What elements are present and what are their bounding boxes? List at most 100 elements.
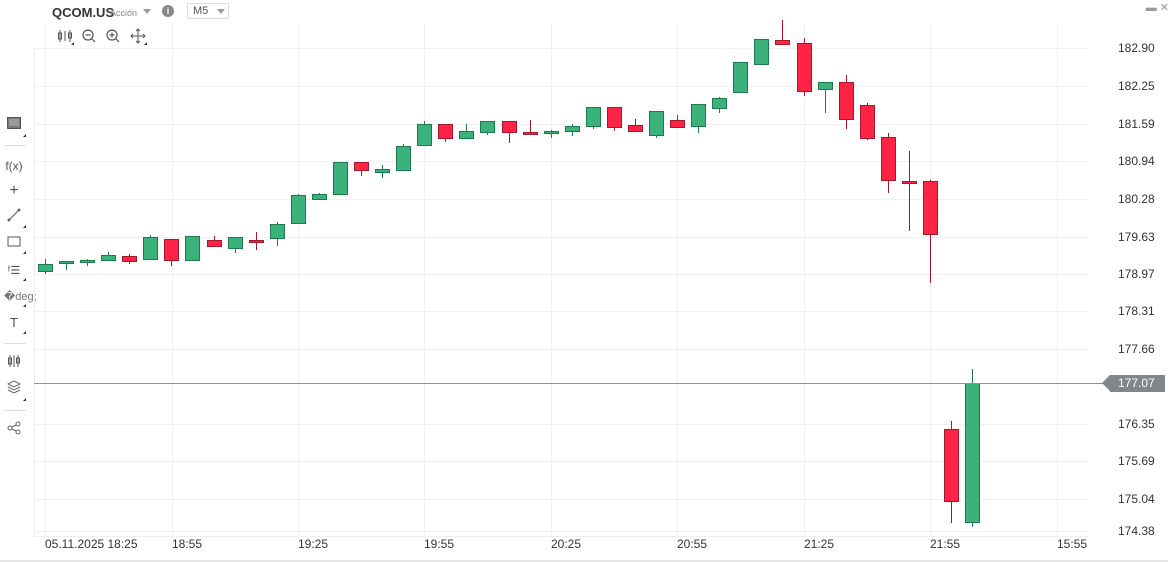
candle-down[interactable] — [122, 255, 137, 263]
grid-line-v — [551, 24, 552, 536]
candle-up[interactable] — [733, 62, 748, 93]
zoom-in-icon[interactable] — [104, 28, 122, 46]
grid-line-v — [677, 24, 678, 536]
candle-up[interactable] — [586, 106, 601, 128]
candle-up[interactable] — [270, 223, 285, 239]
chart-view-icon[interactable] — [4, 115, 24, 135]
share-icon[interactable] — [4, 421, 24, 441]
candle-up[interactable] — [565, 126, 580, 132]
timeframe-value: M5 — [193, 5, 209, 17]
y-tick-label: 176.35 — [1118, 417, 1155, 431]
candle-wick — [530, 120, 531, 135]
candle-up[interactable] — [965, 382, 980, 524]
candle-down[interactable] — [164, 238, 179, 261]
indicators-icon[interactable] — [4, 354, 24, 374]
x-axis-line — [34, 536, 1088, 537]
x-tick-label: 20:25 — [551, 537, 582, 551]
candle-up[interactable] — [101, 254, 116, 261]
candle-down[interactable] — [860, 105, 875, 140]
candle-up[interactable] — [333, 162, 348, 195]
x-tick-label: 19:55 — [424, 537, 455, 551]
timeframe-select[interactable]: M5 — [187, 3, 229, 19]
candle-up[interactable] — [712, 97, 727, 110]
candle-down[interactable] — [354, 162, 369, 172]
info-icon[interactable]: i — [162, 5, 174, 17]
grid-line-h — [34, 461, 1088, 462]
grid-line-h — [34, 124, 1088, 125]
candle-up[interactable] — [691, 104, 706, 128]
candle-down[interactable] — [628, 124, 643, 132]
current-price-line — [34, 383, 1110, 384]
candle-up[interactable] — [143, 237, 158, 261]
candle-up[interactable] — [818, 82, 833, 91]
candle-down[interactable] — [797, 42, 812, 93]
function-fx-icon[interactable]: f(x) — [5, 159, 23, 173]
y-tick-label: 175.69 — [1118, 454, 1155, 468]
candle-down[interactable] — [670, 119, 685, 128]
grid-line-v — [424, 24, 425, 536]
x-tick-label: 05.11.2025 18:25 — [45, 537, 138, 551]
candle-down[interactable] — [944, 429, 959, 503]
candle-up[interactable] — [185, 236, 200, 261]
y-tick-label: 180.28 — [1118, 192, 1155, 206]
grid-line-v — [298, 24, 299, 536]
zoom-out-icon[interactable] — [80, 28, 98, 46]
grid-line-h — [34, 237, 1088, 238]
candle-up[interactable] — [375, 169, 390, 173]
candle-down[interactable] — [902, 180, 917, 184]
grid-line-h — [34, 499, 1088, 500]
candle-up[interactable] — [544, 131, 559, 135]
candle-up[interactable] — [480, 121, 495, 133]
candle-up[interactable] — [754, 39, 769, 65]
window-controls: ▬ ✕ — [1146, 1, 1169, 14]
layers-icon[interactable] — [4, 380, 24, 400]
y-tick-label: 180.94 — [1118, 154, 1155, 168]
x-tick-label: 20:55 — [677, 537, 708, 551]
candle-down[interactable] — [207, 240, 222, 247]
y-tick-label: 179.63 — [1118, 230, 1155, 244]
candle-down[interactable] — [881, 136, 896, 182]
candle-down[interactable] — [438, 123, 453, 139]
candle-down[interactable] — [249, 240, 264, 244]
symbol-label[interactable]: QCOM.US — [52, 5, 115, 20]
candle-up[interactable] — [459, 131, 474, 139]
candle-up[interactable] — [59, 260, 74, 265]
minimize-icon[interactable]: ▬ — [1145, 2, 1157, 14]
grid-line-v — [172, 24, 173, 536]
x-tick-label: 21:55 — [930, 537, 961, 551]
candle-down[interactable] — [607, 106, 622, 128]
x-tick-label: 21:25 — [804, 537, 835, 551]
chart-type-icon[interactable] — [56, 28, 74, 46]
y-tick-label: 182.25 — [1118, 79, 1155, 93]
candle-up[interactable] — [228, 237, 243, 249]
candle-up[interactable] — [312, 193, 327, 200]
candle-up[interactable] — [80, 259, 95, 263]
candle-down[interactable] — [839, 82, 854, 121]
y-tick-label: 175.04 — [1118, 492, 1155, 506]
candle-down[interactable] — [923, 180, 938, 236]
grid-line-h — [34, 48, 1088, 49]
y-tick-label: 174.38 — [1118, 524, 1155, 538]
candle-down[interactable] — [775, 39, 790, 45]
candle-down[interactable] — [502, 121, 517, 133]
candle-up[interactable] — [38, 263, 53, 272]
close-icon[interactable]: ✕ — [1159, 2, 1169, 14]
crosshair-icon[interactable]: + — [9, 182, 19, 199]
candle-up[interactable] — [649, 110, 664, 137]
fibonacci-icon[interactable]: ᶠ☰ — [7, 265, 21, 277]
pitchfork-icon[interactable]: �deg; — [4, 291, 37, 303]
y-tick-label: 177.66 — [1118, 342, 1155, 356]
move-crosshair-icon[interactable] — [129, 28, 147, 46]
symbol-dropdown-icon[interactable] — [143, 9, 151, 14]
candle-up[interactable] — [417, 123, 432, 147]
candle-up[interactable] — [291, 194, 306, 224]
candle-up[interactable] — [396, 146, 411, 172]
candle-down[interactable] — [523, 131, 538, 135]
rectangle-icon[interactable] — [4, 234, 24, 254]
text-icon[interactable]: T — [10, 315, 18, 330]
grid-line-v — [1057, 24, 1058, 536]
trendline-icon[interactable] — [4, 208, 24, 228]
asset-type-label: Acción — [110, 8, 138, 18]
candle-wick — [782, 19, 783, 45]
y-tick-label: 178.31 — [1118, 304, 1155, 318]
